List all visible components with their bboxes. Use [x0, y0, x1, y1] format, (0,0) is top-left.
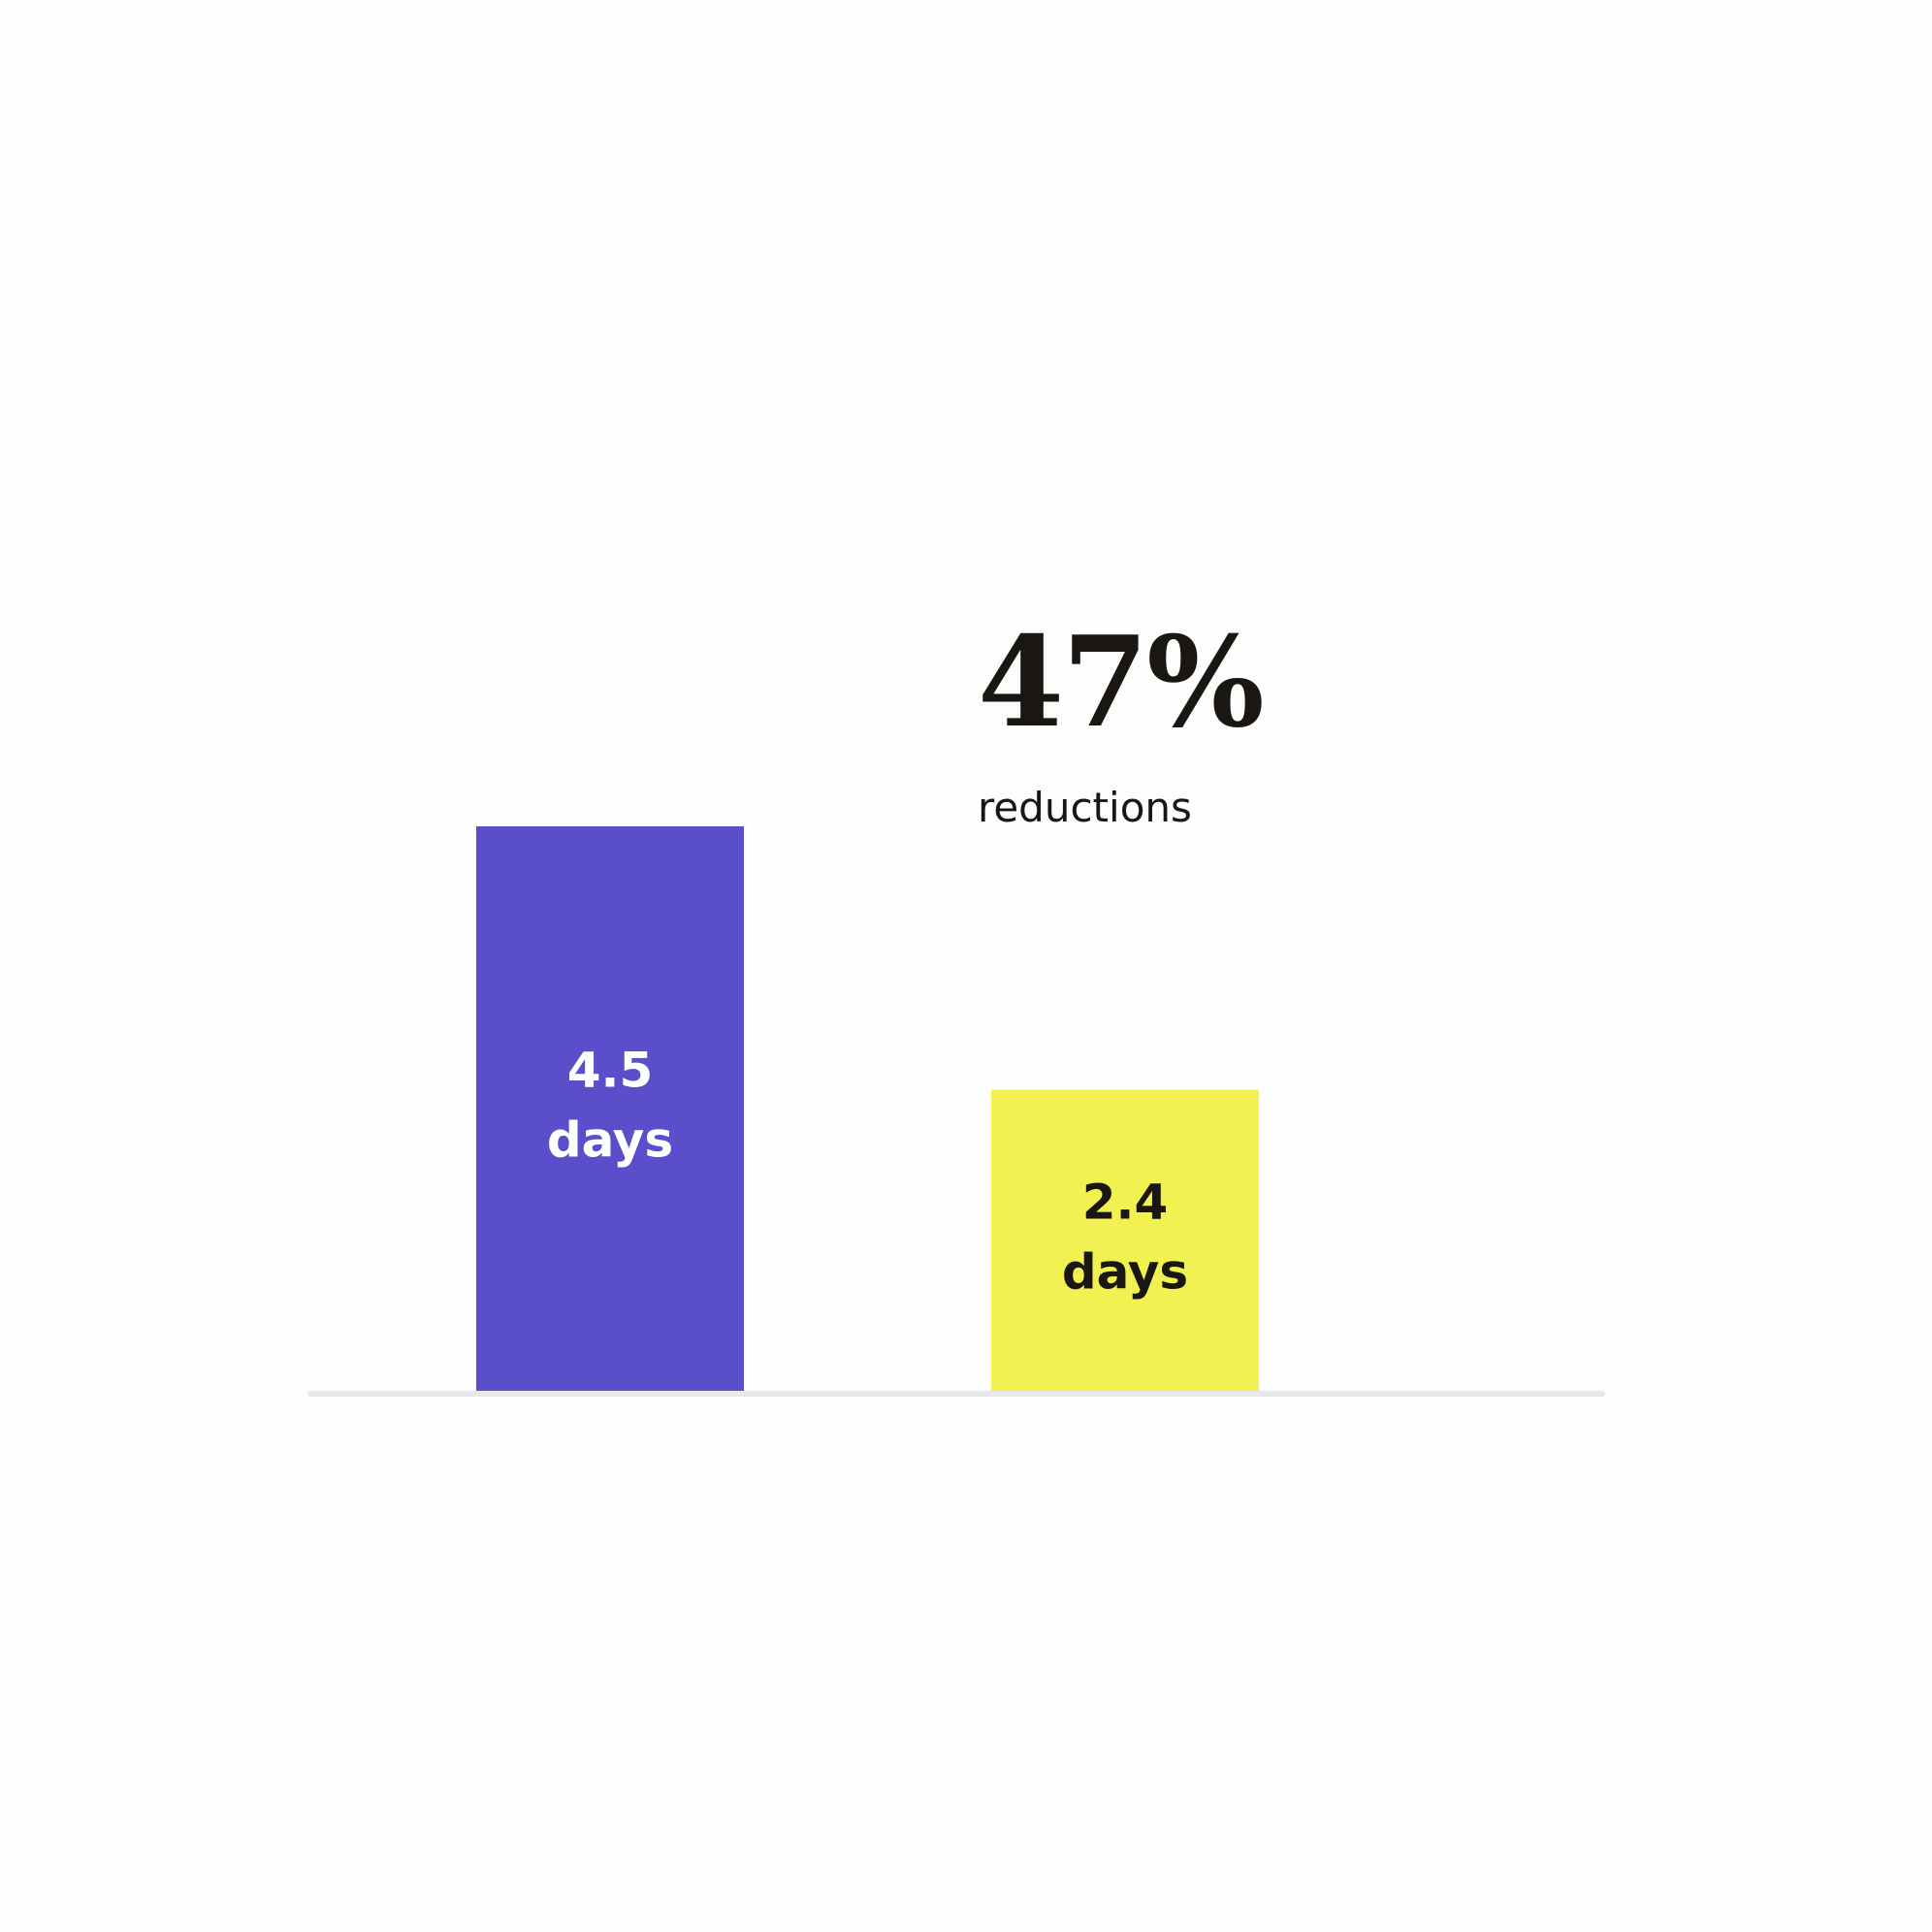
- bar-2-label-value: 2.4: [1082, 1174, 1169, 1230]
- bar-1-label-value: 4.5: [567, 1043, 654, 1099]
- bar-2: [991, 1089, 1259, 1391]
- reduction-percentage: 47%: [978, 610, 1265, 756]
- bar-2-label-unit: days: [1062, 1243, 1188, 1300]
- reduction-caption: reductions: [978, 784, 1192, 831]
- bar-1-label-unit: days: [547, 1112, 673, 1169]
- bars-layer: [476, 826, 1259, 1391]
- bar-1: [476, 826, 744, 1391]
- data-labels-layer: 4.5 days 2.4 days: [547, 1043, 1188, 1301]
